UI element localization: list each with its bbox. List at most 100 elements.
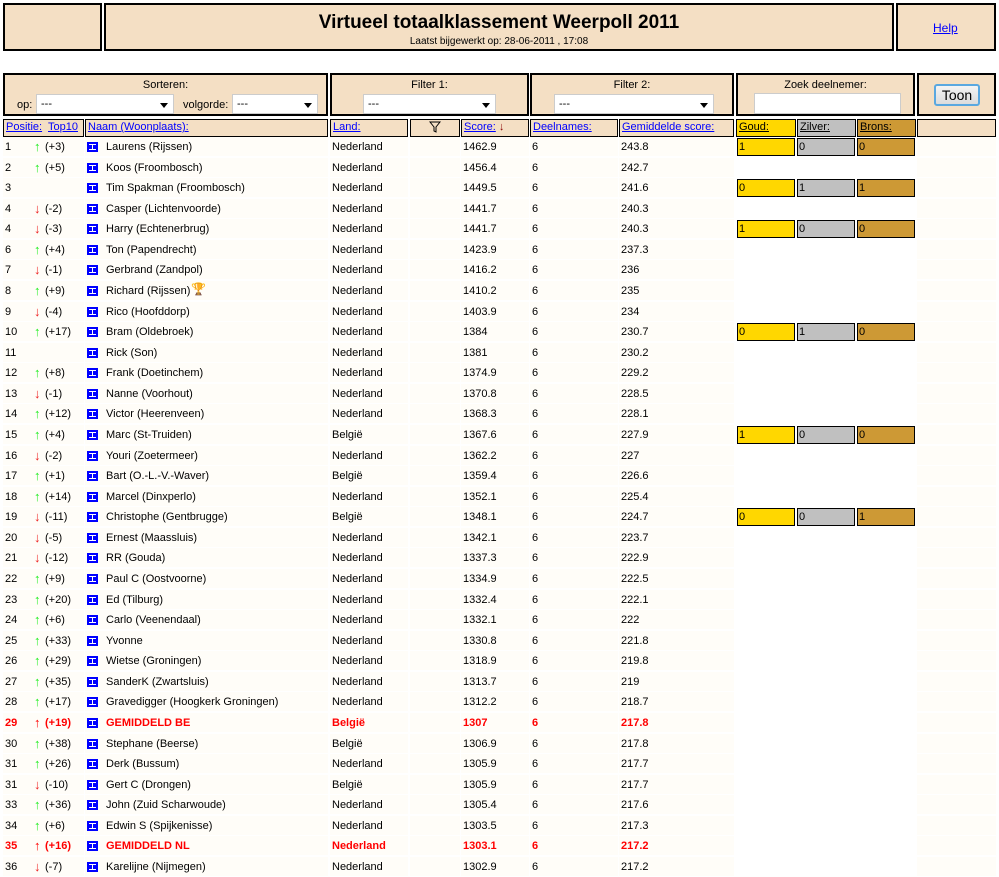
participant-name[interactable]: John (Zuid Scharwoude) [106, 799, 226, 812]
participant-name[interactable]: SanderK (Zwartsluis) [106, 675, 209, 688]
search-input[interactable] [754, 93, 901, 114]
sort-by-gold-link[interactable]: Goud: [739, 121, 769, 133]
cell-bg [530, 445, 618, 465]
participant-name[interactable]: Gert C (Drongen) [106, 778, 191, 791]
profile-icon[interactable] [87, 471, 98, 482]
sort-by-score-link[interactable]: Score: [464, 121, 496, 133]
profile-icon[interactable] [87, 327, 98, 338]
cell-bg [917, 280, 996, 300]
participant-name[interactable]: Koos (Froombosch) [106, 161, 203, 174]
profile-icon[interactable] [87, 224, 98, 235]
participant-name[interactable]: GEMIDDELD NL [106, 840, 190, 853]
participant-name[interactable]: Marc (St-Truiden) [106, 428, 192, 441]
profile-icon[interactable] [87, 820, 98, 831]
participant-name[interactable]: Edwin S (Spijkenisse) [106, 819, 213, 832]
profile-icon[interactable] [87, 861, 98, 872]
participant-name[interactable]: Paul C (Oostvoorne) [106, 572, 207, 585]
participant-name[interactable]: Victor (Heerenveen) [106, 408, 205, 421]
profile-icon[interactable] [87, 841, 98, 852]
participant-name[interactable]: Marcel (Dinxperlo) [106, 490, 196, 503]
participant-name[interactable]: Yvonne [106, 634, 143, 647]
profile-icon[interactable] [87, 697, 98, 708]
filter-icon[interactable] [410, 119, 460, 137]
participant-name[interactable]: Christophe (Gentbrugge) [106, 511, 228, 524]
participant-name[interactable]: Gerbrand (Zandpol) [106, 264, 203, 277]
profile-icon[interactable] [87, 532, 98, 543]
sort-order-select[interactable]: --- [232, 94, 318, 114]
profile-icon[interactable] [87, 491, 98, 502]
participant-name[interactable]: Rick (Son) [106, 346, 158, 359]
profile-icon[interactable] [87, 553, 98, 564]
participant-name[interactable]: Stephane (Beerse) [106, 737, 199, 750]
table-row: 26 ↑ (+29) Wietse (Groningen) Nederland 1318.… [0, 651, 999, 671]
participant-name[interactable]: Bram (Oldebroek) [106, 326, 194, 339]
participant-name[interactable]: Frank (Doetinchem) [106, 367, 204, 380]
average-score: 240.3 [621, 202, 649, 215]
participant-name[interactable]: Richard (Rijssen) [106, 284, 191, 297]
participant-name[interactable]: Youri (Zoetermeer) [106, 449, 198, 462]
profile-icon[interactable] [87, 759, 98, 770]
sort-by-average-link[interactable]: Gemiddelde score: [622, 121, 715, 133]
participant-name[interactable]: Derk (Bussum) [106, 758, 180, 771]
profile-icon[interactable] [87, 615, 98, 626]
profile-icon[interactable] [87, 368, 98, 379]
participant-name[interactable]: GEMIDDELD BE [106, 716, 191, 729]
profile-icon[interactable] [87, 183, 98, 194]
profile-icon[interactable] [87, 347, 98, 358]
show-button[interactable]: Toon [934, 84, 980, 106]
profile-icon[interactable] [87, 142, 98, 152]
cell-bg [410, 178, 460, 198]
sort-by-silver-link[interactable]: Zilver: [800, 121, 830, 133]
sort-by-bronze-link[interactable]: Brons: [860, 121, 892, 133]
cell-bg [619, 754, 734, 774]
profile-icon[interactable] [87, 265, 98, 276]
profile-icon[interactable] [87, 306, 98, 317]
participant-name[interactable]: Casper (Lichtenvoorde) [106, 202, 221, 215]
sort-by-top10-link[interactable]: Top10 [48, 121, 78, 133]
profile-icon[interactable] [87, 409, 98, 420]
participant-name[interactable]: Ton (Papendrecht) [106, 243, 197, 256]
profile-icon[interactable] [87, 388, 98, 399]
profile-icon[interactable] [87, 512, 98, 523]
profile-icon[interactable] [87, 594, 98, 605]
filter2-select[interactable]: --- [554, 94, 714, 114]
profile-icon[interactable] [87, 162, 98, 173]
participant-name[interactable]: Carlo (Veenendaal) [106, 614, 201, 627]
participant-name[interactable]: Bart (O.-L.-V.-Waver) [106, 470, 210, 483]
sort-field-select[interactable]: --- [36, 94, 174, 114]
cell-bg [330, 836, 408, 856]
profile-icon[interactable] [87, 635, 98, 646]
profile-icon[interactable] [87, 450, 98, 461]
participant-name[interactable]: Harry (Echtenerbrug) [106, 223, 210, 236]
sort-by-deelnames-link[interactable]: Deelnames: [533, 121, 592, 133]
sort-by-land-link[interactable]: Land: [333, 121, 361, 133]
profile-icon[interactable] [87, 203, 98, 214]
participant-name[interactable]: Nanne (Voorhout) [106, 387, 193, 400]
help-link[interactable]: Help [933, 21, 958, 35]
cell-bg [619, 322, 734, 342]
participant-name[interactable]: Tim Spakman (Froombosch) [106, 182, 245, 195]
profile-icon[interactable] [87, 656, 98, 667]
profile-icon[interactable] [87, 800, 98, 811]
participant-name[interactable]: RR (Gouda) [106, 552, 166, 565]
sort-by-name-link[interactable]: Naam (Woonplaats): [88, 121, 189, 133]
participant-name[interactable]: Karelijne (Nijmegen) [106, 860, 206, 873]
participant-name[interactable]: Laurens (Rijssen) [106, 141, 193, 153]
participant-name[interactable]: Ernest (Maassluis) [106, 531, 198, 544]
cell-bg [3, 445, 44, 465]
profile-icon[interactable] [87, 738, 98, 749]
profile-icon[interactable] [87, 573, 98, 584]
participant-name[interactable]: Gravedigger (Hoogkerk Groningen) [106, 696, 279, 709]
filter1-select[interactable]: --- [363, 94, 496, 114]
profile-icon[interactable] [87, 779, 98, 790]
position: 10 [5, 326, 18, 339]
participant-name[interactable]: Wietse (Groningen) [106, 655, 202, 668]
profile-icon[interactable] [87, 676, 98, 687]
profile-icon[interactable] [87, 717, 98, 728]
participant-name[interactable]: Ed (Tilburg) [106, 593, 164, 606]
profile-icon[interactable] [87, 244, 98, 255]
participant-name[interactable]: Rico (Hoofddorp) [106, 305, 190, 318]
sort-by-position-link[interactable]: Positie: [6, 121, 43, 133]
profile-icon[interactable] [87, 429, 98, 440]
profile-icon[interactable] [87, 285, 98, 296]
